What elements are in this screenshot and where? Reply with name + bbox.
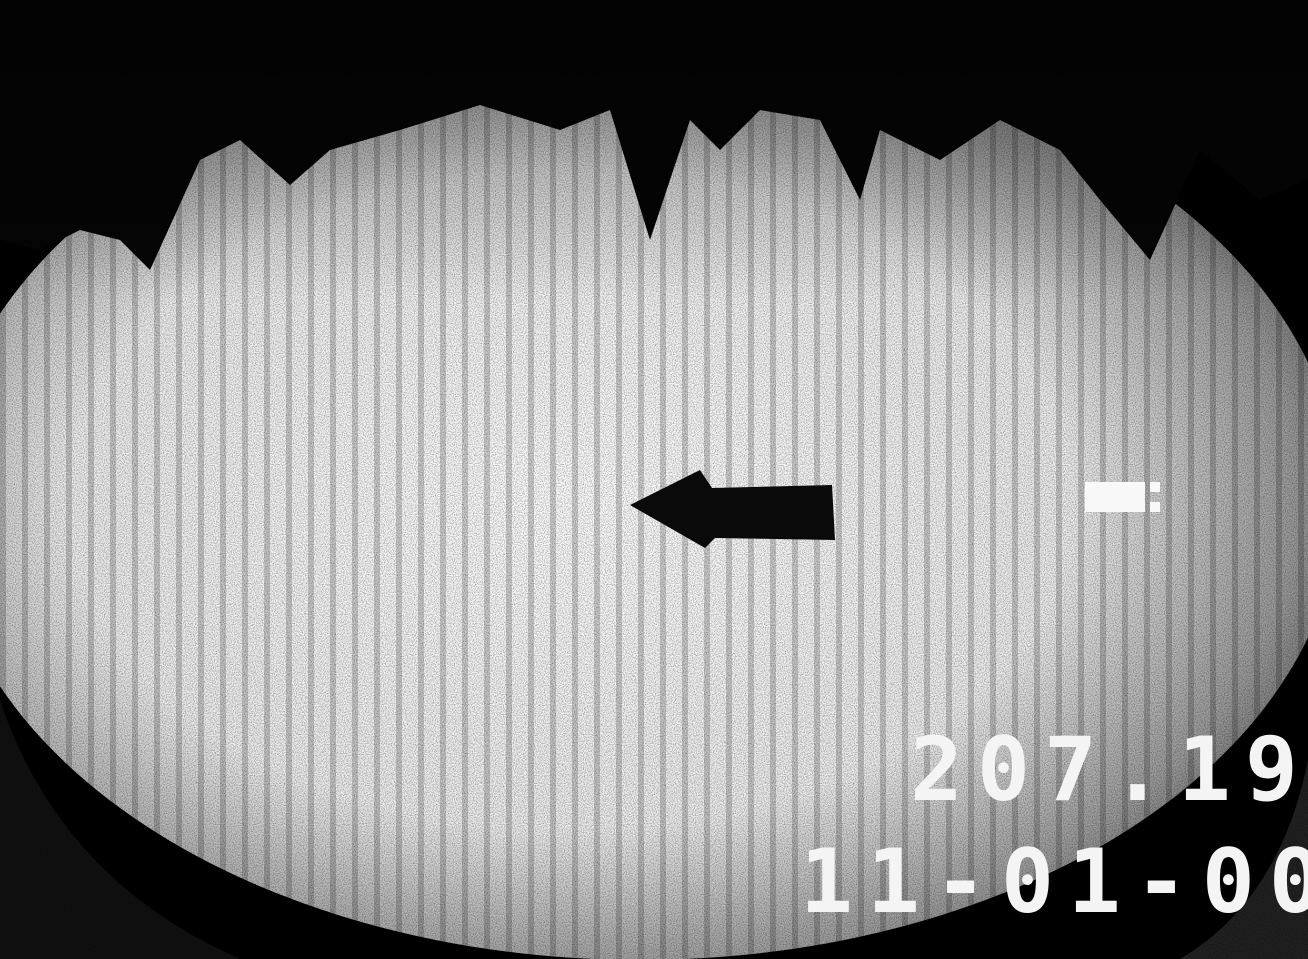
marker	[1085, 482, 1145, 512]
reading: 207.19	[910, 718, 1308, 821]
page: 207.19 11-01-00 (() => { const data = JS…	[0, 0, 1308, 959]
marker-dot	[1150, 482, 1160, 492]
photo: 207.19 11-01-00	[0, 0, 1308, 959]
marker-dot	[1150, 502, 1160, 512]
date: 11-01-00	[800, 830, 1308, 933]
